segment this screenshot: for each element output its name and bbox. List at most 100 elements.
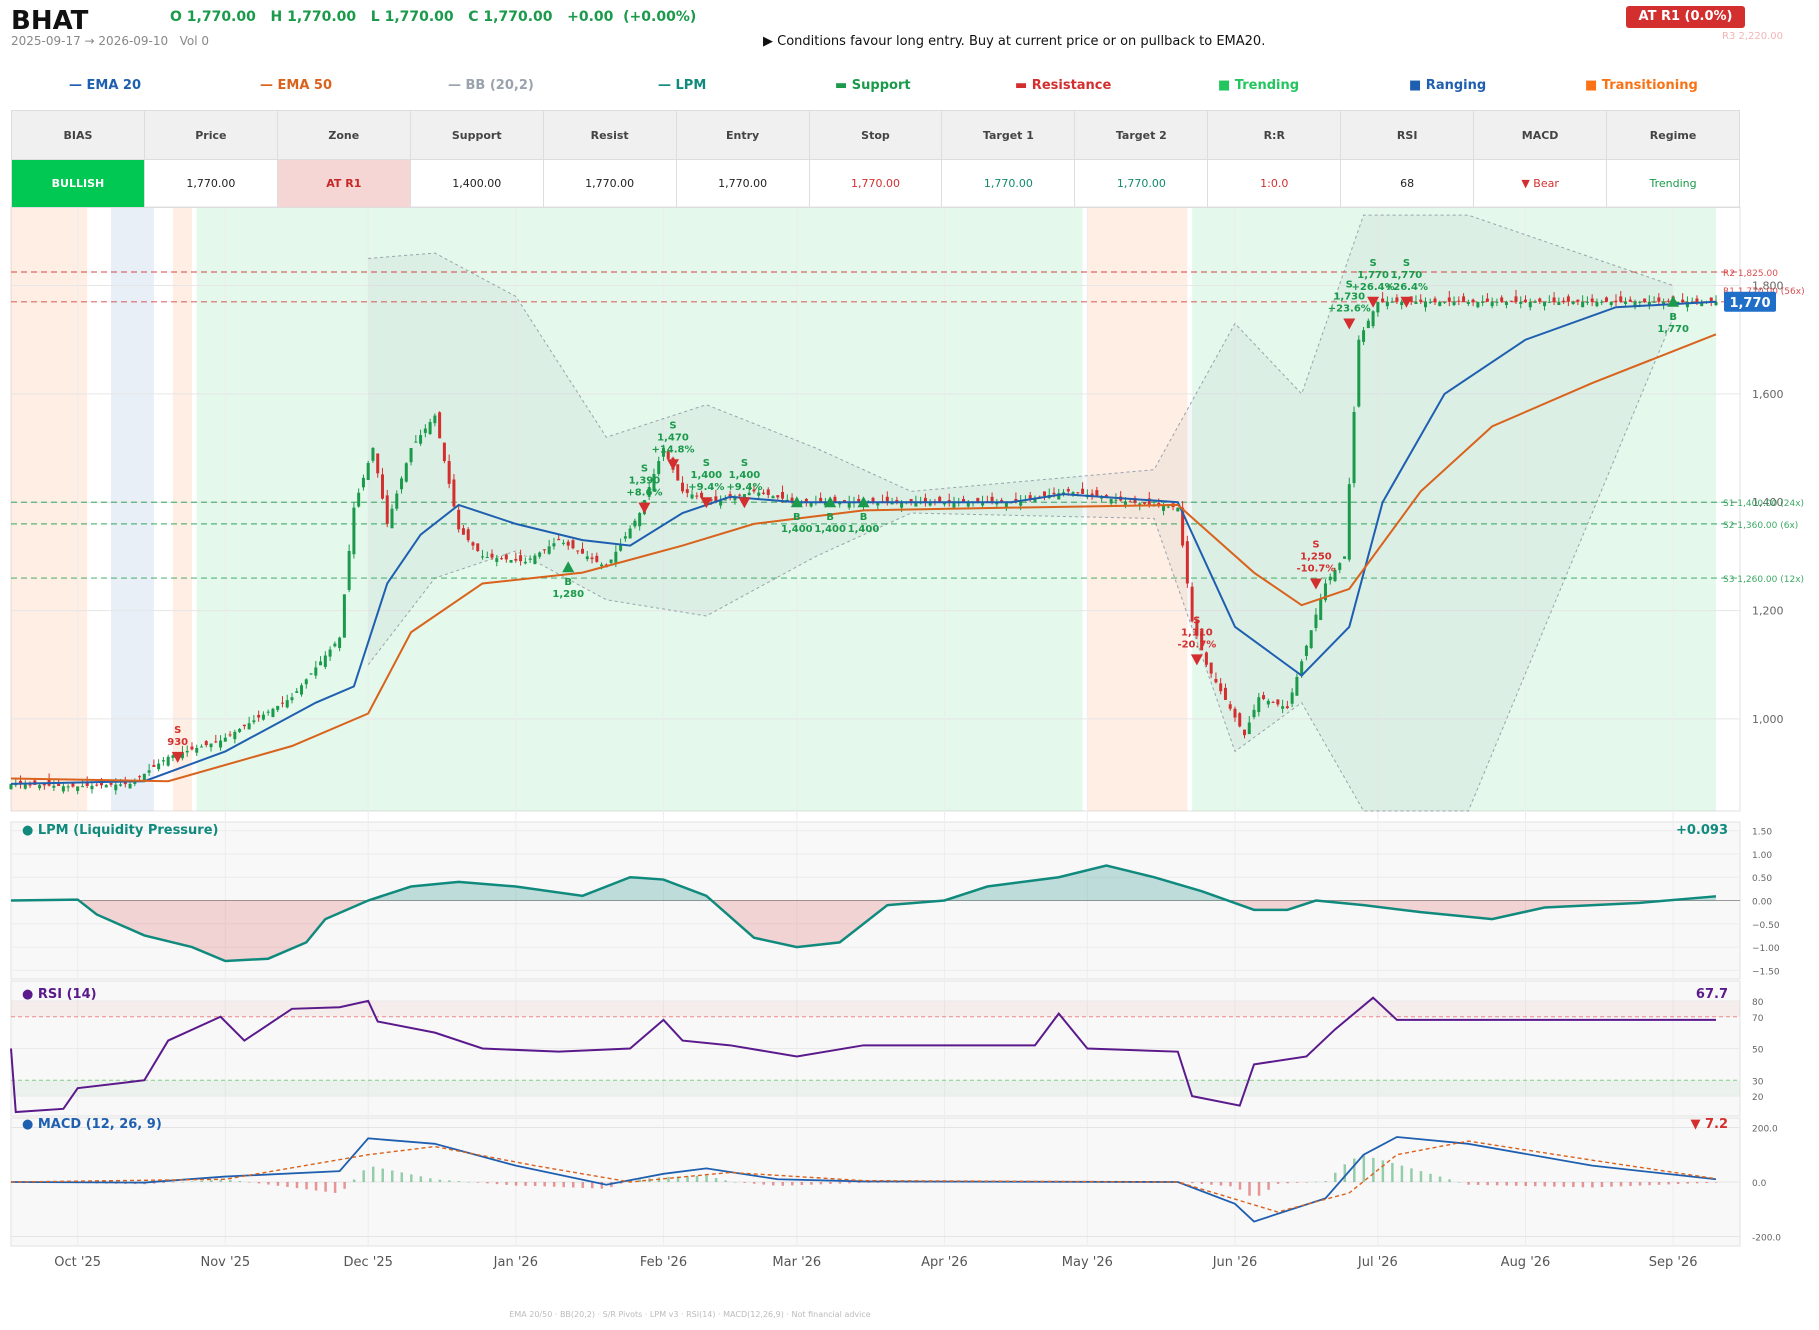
candle-body xyxy=(1000,500,1004,503)
legend-ranging[interactable]: ■ Ranging xyxy=(1409,78,1487,93)
macd-histogram-bar xyxy=(486,1182,489,1184)
candle-body xyxy=(447,461,451,484)
macd-title: ● MACD (12, 26, 9) xyxy=(22,1117,162,1132)
candle-body xyxy=(1428,301,1432,303)
header-zone: Zone xyxy=(276,110,411,160)
legend-transitioning[interactable]: ■ Transitioning xyxy=(1585,78,1698,93)
candle-body xyxy=(747,492,751,496)
candle-body xyxy=(457,509,461,530)
candle-body xyxy=(376,453,380,474)
candle-body xyxy=(90,785,94,790)
ema20-line xyxy=(10,300,1717,785)
candle-body xyxy=(1271,701,1275,703)
candle-body xyxy=(666,451,670,459)
candle-body xyxy=(1538,298,1542,302)
macd-histogram-bar xyxy=(543,1182,546,1187)
sell-signal-label: +9.4% xyxy=(726,482,762,493)
candle-body xyxy=(1443,301,1447,303)
macd-histogram-bar xyxy=(1457,1182,1461,1183)
candle-body xyxy=(1133,497,1137,503)
macd-histogram-bar xyxy=(1429,1173,1432,1182)
candle-body xyxy=(928,502,932,506)
macd-histogram-bar xyxy=(210,1180,213,1182)
candle-body xyxy=(1233,708,1237,718)
macd-histogram-bar xyxy=(200,1180,204,1182)
candle-body xyxy=(723,499,727,501)
sell-signal-marker xyxy=(1343,318,1356,330)
candle-body xyxy=(938,496,942,503)
candle-body xyxy=(1114,499,1118,501)
buy-signal-marker xyxy=(857,496,870,508)
macd-tick-label: -200.0 xyxy=(1752,1234,1781,1244)
legend-ema50[interactable]: — EMA 50 xyxy=(260,78,333,93)
candle-body xyxy=(385,495,389,524)
candle-body xyxy=(923,497,927,503)
candle-body xyxy=(1571,301,1575,304)
candle-body xyxy=(942,502,946,505)
macd-histogram-bar xyxy=(1534,1182,1537,1187)
macd-histogram-bar xyxy=(238,1181,242,1182)
legend-bollinger[interactable]: — BB (20,2) xyxy=(448,78,534,93)
candle-body xyxy=(1128,501,1132,503)
price-tick-label: 1,400 xyxy=(1752,496,1784,509)
macd-histogram-bar xyxy=(1333,1172,1337,1182)
candle-body xyxy=(962,498,966,503)
macd-histogram-bar xyxy=(1705,1182,1708,1183)
macd-histogram-bar xyxy=(591,1182,594,1189)
buy-signal-label: B xyxy=(860,512,868,523)
macd-histogram-bar xyxy=(1438,1176,1442,1182)
sell-signal-marker xyxy=(1309,578,1322,590)
legend-support[interactable]: ▬ Support xyxy=(835,78,911,93)
candle-body xyxy=(1714,301,1718,306)
regime-band-trending xyxy=(1192,207,1716,811)
macd-histogram-bar xyxy=(419,1176,423,1182)
legend-trending[interactable]: ■ Trending xyxy=(1218,78,1300,93)
sell-signal-label: 930 xyxy=(167,737,188,748)
legend-resistance[interactable]: ▬ Resistance xyxy=(1015,78,1112,93)
candle-body xyxy=(342,594,346,638)
buy-signal-label: B xyxy=(793,512,801,523)
buy-signal-label: B xyxy=(1669,312,1677,323)
candle-body xyxy=(1066,489,1070,492)
candle-body xyxy=(690,494,694,499)
macd-histogram-bar xyxy=(838,1182,842,1184)
macd-histogram-bar xyxy=(391,1170,394,1182)
candle-body xyxy=(976,497,980,503)
macd-histogram-bar xyxy=(448,1180,451,1182)
candle-body xyxy=(257,714,261,718)
candle-body xyxy=(1557,301,1561,306)
candle-body xyxy=(1681,299,1685,302)
candle-body xyxy=(9,783,13,790)
header-entry: Entry xyxy=(675,110,810,160)
candle-body xyxy=(1343,556,1347,559)
macd-histogram-bar xyxy=(772,1182,775,1186)
sell-signal-label: 1,390 xyxy=(629,476,661,487)
candle-body xyxy=(561,542,565,544)
x-tick-label: Apr '26 xyxy=(921,1255,968,1270)
legend-ema20[interactable]: — EMA 20 xyxy=(69,78,142,93)
candle-body xyxy=(995,502,999,505)
candle-body xyxy=(338,637,342,648)
sell-signal-marker xyxy=(700,497,713,509)
x-tick-label: Aug '26 xyxy=(1501,1255,1551,1270)
macd-histogram-bar xyxy=(162,1182,165,1184)
candle-body xyxy=(409,448,413,463)
macd-histogram-bar xyxy=(1676,1182,1680,1185)
price-tick-label: 1,800 xyxy=(1752,280,1784,293)
candle-body xyxy=(366,462,370,481)
rsi-tick-label: 70 xyxy=(1752,1014,1764,1024)
ticker-symbol: BHAT xyxy=(11,6,89,36)
macd-histogram-bar xyxy=(219,1179,223,1182)
summary-value-row: BULLISH 1,770.00 AT R1 1,400.00 1,770.00… xyxy=(11,159,1740,208)
macd-histogram-bar xyxy=(1181,1182,1185,1183)
macd-histogram-bar xyxy=(257,1182,261,1184)
legend-lpm[interactable]: — LPM xyxy=(658,78,707,93)
candle-body xyxy=(1376,301,1380,313)
macd-histogram-bar xyxy=(581,1182,585,1188)
buy-signal-label: 1,770 xyxy=(1657,324,1689,335)
candle-body xyxy=(1462,296,1466,302)
candle-body xyxy=(1276,699,1280,705)
candle-body xyxy=(276,705,280,710)
candle-body xyxy=(1614,300,1618,302)
candle-body xyxy=(95,784,99,786)
